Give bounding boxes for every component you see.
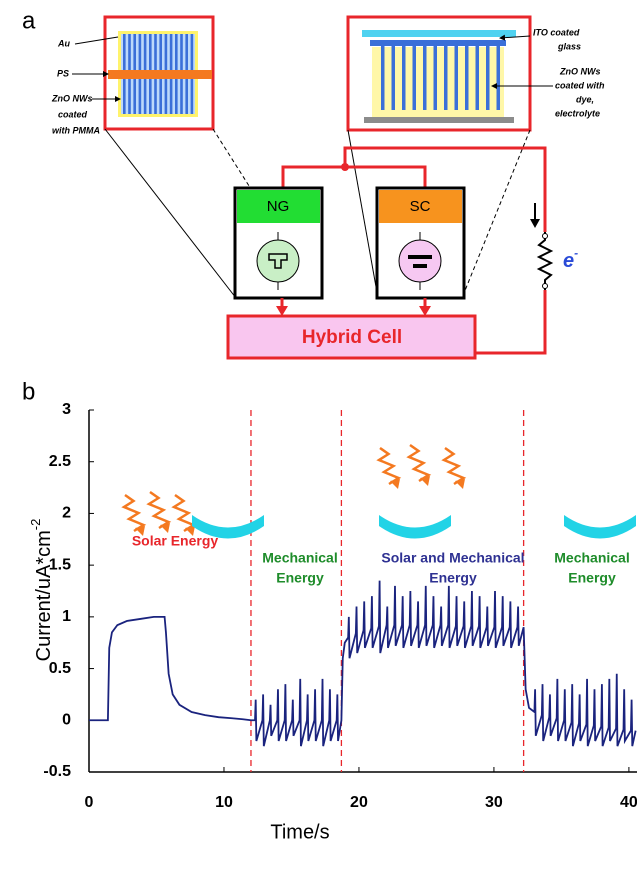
y-axis-title-text: Current/uA*cm <box>33 530 55 661</box>
light-icon-head <box>420 476 430 486</box>
annotation: Solar and Mechanical <box>381 550 524 566</box>
panel-label: b <box>22 378 35 405</box>
light-icon <box>174 495 194 531</box>
x-tick-label: 40 <box>620 794 637 811</box>
annotation: Solar Energy <box>132 533 219 549</box>
y-tick-label: -0.5 <box>43 763 71 780</box>
sc-symbol <box>399 240 441 282</box>
light-icon-head <box>390 479 400 489</box>
y-tick-label: 2 <box>62 505 71 522</box>
x-axis-title: Time/s <box>270 821 329 843</box>
chart: -0.500.511.522.53010203040Time/sCurrent/… <box>28 401 637 843</box>
nanowire <box>497 46 501 110</box>
annotation: Energy <box>568 570 616 586</box>
annotation: Mechanical <box>262 550 337 566</box>
light-icon <box>149 492 169 528</box>
sc-glyph <box>413 264 427 268</box>
nanowire <box>486 46 490 110</box>
y-axis-title: Current/uA*cm-2 <box>28 519 55 662</box>
wire <box>475 290 545 353</box>
nanowire <box>434 46 438 110</box>
nanowire <box>413 46 417 110</box>
diagram: e- NG SC Hybrid Cell Au PS ZnO NWs coate… <box>51 17 605 358</box>
x-tick-label: 10 <box>215 794 233 811</box>
zno-label: coated <box>58 109 88 119</box>
figure: a e- NG <box>0 0 637 872</box>
light-icon <box>444 448 464 484</box>
light-icon-head <box>160 523 170 533</box>
light-icon-head <box>455 479 465 489</box>
ito-glass <box>362 30 516 37</box>
wire <box>283 167 425 188</box>
y-tick-label: 2.5 <box>49 453 71 470</box>
ps-layer <box>108 70 212 79</box>
y-tick-label: 1 <box>62 608 71 625</box>
terminal <box>543 284 548 289</box>
zno-label: coated with <box>555 80 605 90</box>
y-tick-label: 3 <box>62 401 71 418</box>
nanowire <box>465 46 469 110</box>
zno-label: dye, <box>576 94 594 104</box>
substrate <box>364 117 514 123</box>
current-arrow-head <box>530 219 540 228</box>
y-tick-label: 0 <box>62 712 71 729</box>
hybrid-label: Hybrid Cell <box>302 327 402 348</box>
y-axis-title-sup: -2 <box>28 519 43 531</box>
resistor <box>539 232 551 290</box>
zno-label: with PMMA <box>52 125 100 135</box>
x-tick-label: 30 <box>485 794 503 811</box>
ito-label: glass <box>557 41 581 51</box>
ps-label: PS <box>57 68 69 78</box>
nanowire <box>402 46 406 110</box>
electron: e <box>563 250 574 272</box>
zoom-line <box>348 130 378 298</box>
nanowire <box>476 46 480 110</box>
zno-label: ZnO NWs <box>51 93 93 103</box>
electron-sup: - <box>574 246 578 260</box>
electron-label: e- <box>563 246 578 272</box>
panel-label: a <box>22 7 36 34</box>
mechanical-icon <box>564 515 636 539</box>
nanowire <box>455 46 459 110</box>
nanowire <box>381 46 385 110</box>
junction <box>341 163 349 171</box>
au-label: Au <box>57 38 70 48</box>
sc-label: SC <box>410 198 431 215</box>
sc-glyph <box>408 255 432 259</box>
annotation: Energy <box>429 570 477 586</box>
annotation: Mechanical <box>554 550 629 566</box>
light-icon <box>124 495 144 531</box>
x-tick-label: 0 <box>85 794 94 811</box>
nanowire <box>444 46 448 110</box>
zno-label: electrolyte <box>555 108 600 118</box>
x-tick-label: 20 <box>350 794 368 811</box>
mechanical-icon <box>379 515 451 539</box>
zno-label: ZnO NWs <box>559 66 601 76</box>
page: {"panel_a": {"label": "a", "left_labels"… <box>0 0 637 872</box>
terminal <box>543 234 548 239</box>
light-icon <box>409 445 429 481</box>
zoom-line <box>462 130 530 298</box>
data-line <box>89 581 636 746</box>
ng-label: NG <box>267 198 290 215</box>
annotation: Energy <box>276 570 324 586</box>
ito-electrode <box>370 40 506 46</box>
zoom-line <box>105 129 236 298</box>
light-icon <box>379 448 399 484</box>
nanowire <box>392 46 396 110</box>
nanowire <box>423 46 427 110</box>
ng-symbol <box>257 240 299 282</box>
ito-label: ITO coated <box>533 27 580 37</box>
